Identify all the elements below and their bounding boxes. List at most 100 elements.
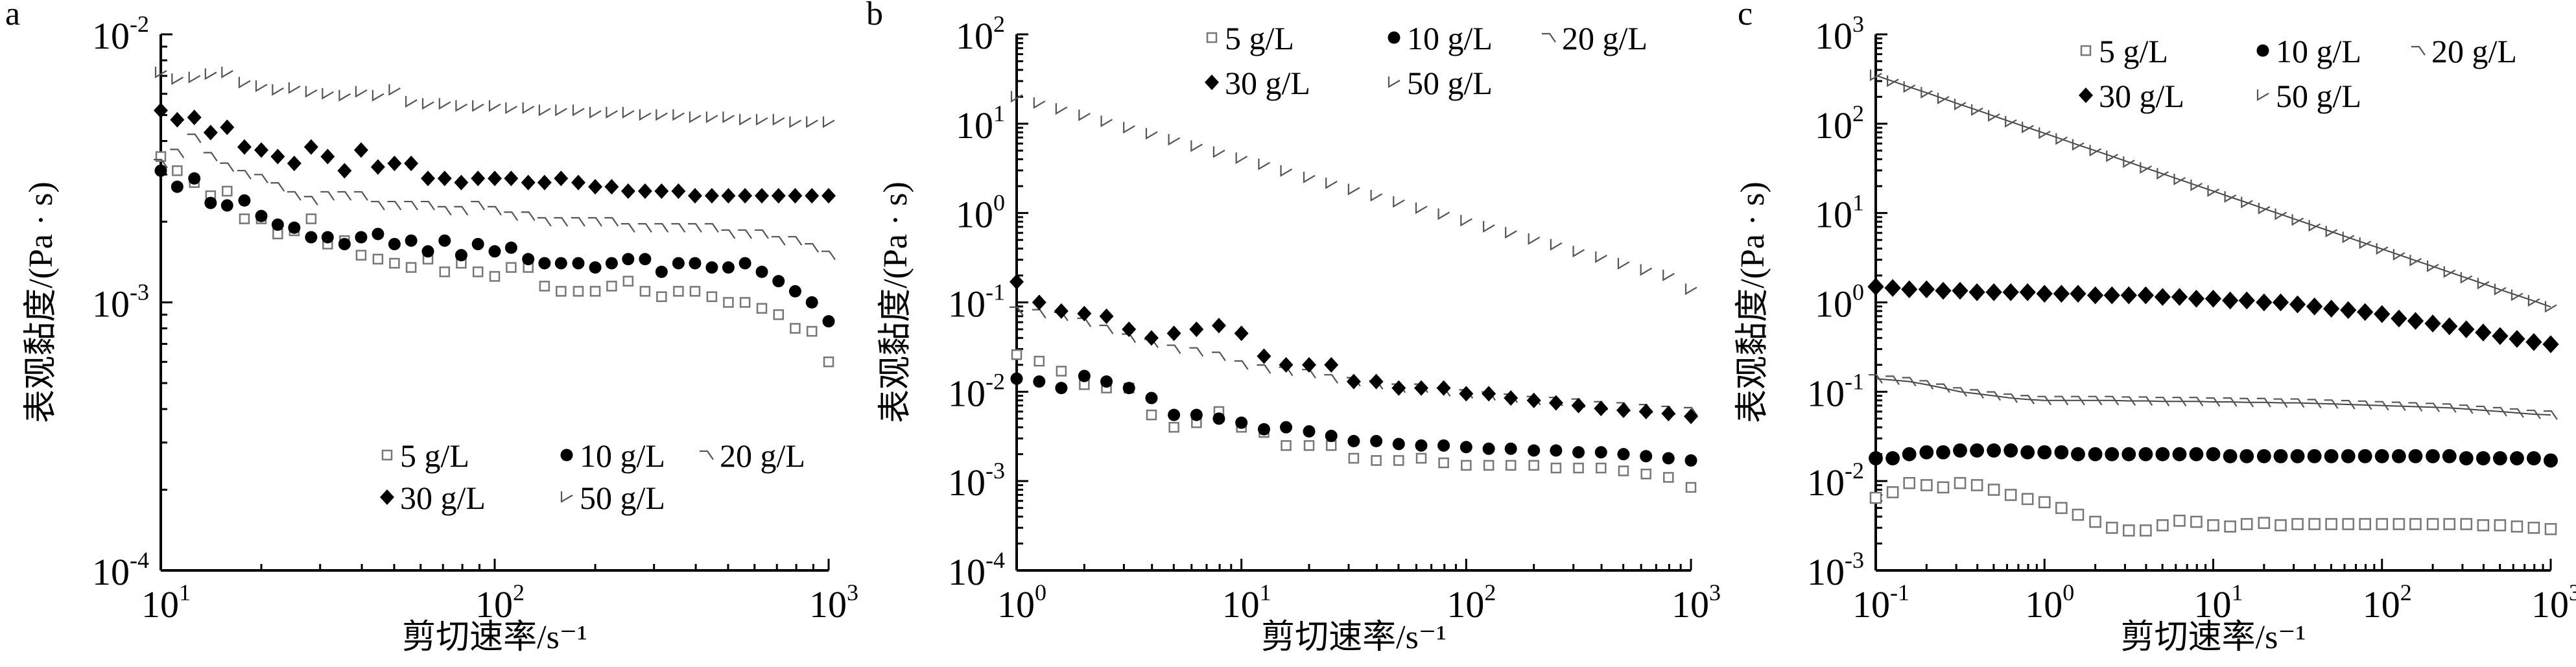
legend-item: 30 g/L bbox=[380, 480, 486, 516]
data-point-check bbox=[2258, 202, 2271, 215]
data-point-hook bbox=[2459, 404, 2474, 414]
data-point-hook bbox=[2442, 403, 2457, 413]
tick-base: 10 bbox=[1447, 583, 1484, 626]
data-point-hook bbox=[1257, 364, 1271, 374]
data-point-check bbox=[438, 98, 451, 110]
data-point-square bbox=[472, 266, 484, 277]
data-point-hook bbox=[2037, 395, 2052, 406]
data-point-hook bbox=[738, 229, 753, 239]
tick-base: 10 bbox=[475, 583, 513, 626]
data-point-hook bbox=[571, 216, 585, 227]
data-point-circle bbox=[1528, 444, 1541, 457]
data-point-hook bbox=[1234, 360, 1249, 370]
data-point-check bbox=[2038, 127, 2051, 139]
data-point-hook bbox=[270, 182, 285, 192]
data-point-square bbox=[573, 286, 584, 297]
data-point-check bbox=[656, 109, 668, 121]
data-point-hook bbox=[2391, 401, 2406, 412]
data-point-diamond bbox=[604, 179, 619, 195]
data-point-diamond bbox=[1077, 305, 1092, 322]
data-point-square bbox=[2089, 515, 2101, 528]
tick-exponent: -3 bbox=[1845, 547, 1864, 573]
data-point-square bbox=[222, 185, 233, 197]
data-point-diamond bbox=[437, 170, 452, 187]
tick-exponent: -2 bbox=[1845, 458, 1864, 484]
data-point-check bbox=[1123, 122, 1135, 134]
data-point-hook bbox=[1885, 375, 1900, 385]
data-point-square bbox=[2240, 518, 2253, 530]
data-point-hook bbox=[1902, 377, 1917, 387]
y-tick-label: 10-2 bbox=[1807, 458, 1864, 504]
tick-base: 10 bbox=[141, 583, 179, 626]
data-point-diamond bbox=[170, 111, 185, 128]
data-point-diamond bbox=[2272, 293, 2289, 312]
data-point-circle bbox=[739, 257, 751, 270]
data-point-hook bbox=[2290, 398, 2305, 408]
data-point-check bbox=[2544, 301, 2557, 313]
tick-base: 10 bbox=[2194, 583, 2232, 626]
data-point-diamond bbox=[454, 174, 469, 191]
data-point-circle bbox=[2476, 451, 2490, 465]
data-point-square bbox=[305, 213, 317, 224]
tick-base: 10 bbox=[1815, 15, 1852, 57]
data-point-check bbox=[789, 116, 801, 128]
tick-exponent: 0 bbox=[1852, 279, 1864, 305]
data-point-circle bbox=[605, 257, 618, 270]
series-50gLgL bbox=[1010, 91, 1697, 296]
data-point-circle bbox=[2105, 447, 2120, 462]
data-point-circle bbox=[572, 257, 585, 270]
tick-base: 10 bbox=[2531, 583, 2569, 626]
data-point-check bbox=[1235, 152, 1248, 165]
x-tick-label: 10-1 bbox=[1852, 579, 1909, 626]
data-point-diamond bbox=[187, 110, 202, 126]
data-point-hook bbox=[2492, 406, 2507, 417]
data-point-check bbox=[589, 106, 602, 119]
panel-label: b bbox=[866, 0, 883, 32]
tick-base: 10 bbox=[92, 15, 130, 57]
data-point-diamond bbox=[1985, 283, 2002, 301]
data-point-hook bbox=[2307, 399, 2322, 408]
data-point-check bbox=[2190, 179, 2203, 191]
tick-base: 10 bbox=[997, 583, 1035, 626]
y-tick-label: 10-4 bbox=[92, 547, 149, 593]
data-point-hook bbox=[404, 200, 419, 211]
data-point-check bbox=[272, 84, 284, 96]
data-point-hook bbox=[387, 200, 402, 211]
data-point-hook bbox=[637, 223, 652, 233]
data-point-square bbox=[2055, 502, 2068, 514]
data-point-diamond bbox=[154, 102, 168, 119]
data-point-diamond bbox=[404, 156, 419, 172]
data-point-check bbox=[2106, 150, 2118, 163]
data-point-circle bbox=[421, 245, 434, 258]
data-point-hook bbox=[2223, 397, 2238, 407]
legend-marker-diamond bbox=[1205, 75, 1219, 90]
data-point-diamond bbox=[2458, 320, 2475, 338]
data-point-circle bbox=[1392, 438, 1405, 451]
data-point-hook bbox=[437, 205, 452, 216]
legend-item: 5 g/L bbox=[2080, 33, 2168, 69]
x-tick-label: 100 bbox=[997, 579, 1046, 626]
data-point-check bbox=[1347, 183, 1360, 196]
series-10gLgL bbox=[1869, 443, 2558, 468]
data-point-hook bbox=[2544, 410, 2558, 420]
data-point-square bbox=[1550, 462, 1562, 474]
data-point-check bbox=[1954, 99, 1967, 111]
tick-base: 10 bbox=[956, 194, 993, 236]
data-point-hook bbox=[2155, 397, 2170, 406]
data-point-square bbox=[2544, 522, 2557, 535]
data-point-hook bbox=[254, 174, 268, 183]
data-point-circle bbox=[2088, 447, 2103, 462]
legend: 5 g/L 10 g/L 20 g/L 30 g/L 50 g/L bbox=[2079, 33, 2517, 114]
data-point-circle bbox=[2020, 445, 2035, 460]
data-point-square bbox=[506, 262, 517, 273]
data-point-square bbox=[1056, 366, 1067, 377]
data-point-diamond bbox=[421, 170, 436, 187]
data-point-circle bbox=[2138, 447, 2153, 462]
data-point-square bbox=[1869, 491, 1882, 504]
data-point-check bbox=[639, 109, 652, 121]
data-point-diamond bbox=[1099, 308, 1114, 324]
tick-base: 10 bbox=[1807, 462, 1845, 504]
data-point-square bbox=[539, 281, 550, 292]
data-point-check bbox=[255, 80, 268, 93]
